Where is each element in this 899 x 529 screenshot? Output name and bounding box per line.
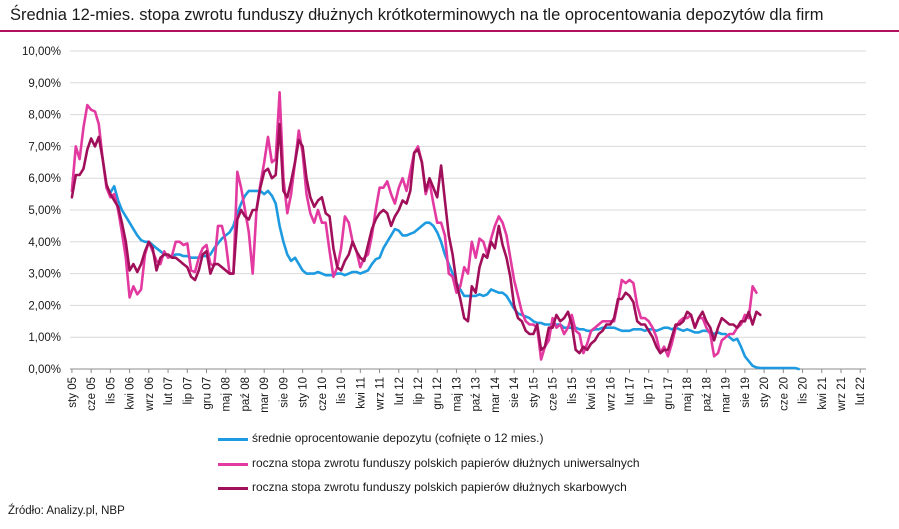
x-tick-label: maj 13: [451, 377, 463, 412]
y-tick-label: 1,00%: [28, 332, 61, 344]
legend-swatch-universal: [218, 463, 248, 466]
x-tick-label: cze 05: [86, 377, 98, 411]
x-tick-label: wrz 16: [605, 377, 617, 412]
x-tick-label: paź 18: [701, 377, 713, 412]
source-note: Źródło: Analizy.pl, NBP: [8, 505, 125, 517]
y-tick-label: 10,00%: [22, 46, 61, 58]
x-tick-label: sie 14: [509, 376, 521, 407]
y-tick-label: 3,00%: [28, 269, 61, 281]
series-line-deposit: [105, 184, 801, 371]
x-tick-label: lut 07: [163, 377, 175, 405]
y-tick-label: 7,00%: [28, 141, 61, 153]
x-tick-label: lut 12: [394, 377, 406, 405]
x-tick-label: maj 08: [221, 377, 233, 412]
x-tick-label: lis 05: [105, 377, 117, 404]
x-tick-label: mar 09: [259, 377, 271, 413]
y-tick-label: 5,00%: [28, 205, 61, 217]
x-tick-label: kwi 06: [125, 377, 137, 410]
x-tick-label: wrz 06: [144, 377, 156, 412]
x-tick-label: sty 20: [759, 377, 771, 408]
x-tick-label: cze 15: [548, 377, 560, 411]
x-tick-label: kwi 11: [355, 377, 367, 409]
chart-title: Średnia 12-mies. stopa zwrotu funduszy d…: [10, 6, 824, 24]
x-tick-label: kwi 21: [817, 377, 829, 410]
x-tick-label: maj 18: [682, 377, 694, 412]
x-tick-label: lip 12: [413, 377, 425, 405]
x-tick-label: paź 08: [240, 377, 252, 412]
legend-label-treasury: roczna stopa zwrotu funduszy polskich pa…: [252, 480, 627, 494]
y-tick-label: 4,00%: [28, 237, 61, 249]
x-tick-label: lut 17: [625, 377, 637, 405]
y-tick-label: 6,00%: [28, 173, 61, 185]
x-tick-label: cze 10: [317, 377, 329, 411]
x-tick-label: cze 20: [778, 377, 790, 411]
x-tick-label: wrz 11: [375, 377, 387, 411]
series-line-universal: [70, 91, 758, 361]
y-tick-label: 8,00%: [28, 110, 61, 122]
x-tick-label: gru 12: [432, 377, 444, 410]
x-tick-label: sie 09: [278, 377, 290, 408]
x-tick-label: lis 20: [798, 377, 810, 404]
y-tick-label: 9,00%: [28, 78, 61, 90]
x-tick-label: sty 10: [298, 377, 310, 408]
x-tick-label: lut 22: [855, 377, 867, 405]
title-underline: [0, 30, 899, 32]
x-tick-label: lip 17: [644, 377, 656, 405]
x-tick-label: paź 13: [471, 377, 483, 412]
x-tick-label: gru 17: [663, 377, 675, 410]
series-line-treasury: [70, 122, 762, 355]
x-tick-label: sty 15: [528, 377, 540, 408]
x-tick-label: kwi 16: [586, 377, 598, 410]
x-tick-label: wrz 21: [836, 377, 848, 412]
x-tick-label: lis 10: [336, 377, 348, 404]
x-tick-label: mar 19: [721, 377, 733, 413]
x-tick-label: sie 19: [740, 377, 752, 408]
legend-label-universal: roczna stopa zwrotu funduszy polskich pa…: [252, 456, 640, 470]
y-tick-label: 2,00%: [28, 300, 61, 312]
y-tick-label: 0,00%: [28, 364, 61, 376]
x-tick-label: sty 05: [67, 377, 79, 408]
legend-swatch-treasury: [218, 487, 248, 490]
x-tick-label: lis 15: [567, 377, 579, 404]
x-tick-label: lip 07: [182, 377, 194, 405]
x-tick-label: mar 14: [490, 376, 502, 412]
x-tick-label: gru 07: [202, 377, 214, 410]
legend-swatch-deposit: [218, 438, 248, 441]
legend-label-deposit: średnie oprocentowanie depozytu (cofnięt…: [252, 431, 544, 445]
